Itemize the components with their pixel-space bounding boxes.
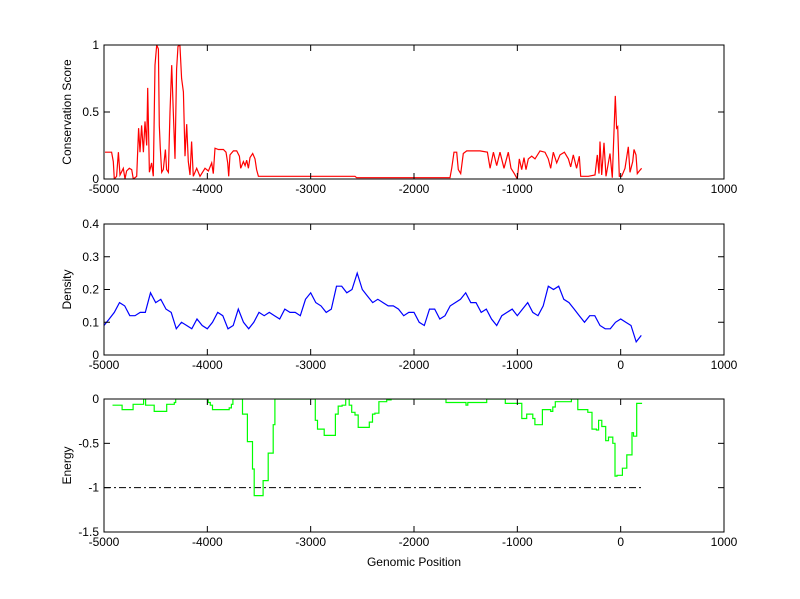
- density-y-axis-label: Density: [60, 269, 74, 309]
- conservation-axes: -5000 -4000 -3000 -2000 -1000 0 1000 0 0.5 1 Conse…: [60, 38, 738, 196]
- x-tick-label: -3000: [295, 358, 326, 372]
- x-tick-label: 1000: [711, 535, 738, 549]
- x-tick-label: -3000: [295, 535, 326, 549]
- x-tick-label: -4000: [192, 358, 223, 372]
- x-tick-label: -1000: [502, 535, 533, 549]
- y-tick-label: 1: [92, 38, 99, 52]
- conservation-series-line: [105, 45, 643, 179]
- y-tick-label: 0: [92, 392, 99, 406]
- y-tick-label: 0.1: [82, 315, 99, 329]
- x-tick-label: -4000: [192, 182, 223, 196]
- y-tick-label: -1: [88, 481, 99, 495]
- x-tick-label: -4000: [192, 535, 223, 549]
- x-tick-label: -5000: [89, 358, 120, 372]
- y-tick-label: 0.4: [82, 217, 99, 231]
- y-tick-label: 0.2: [82, 283, 99, 297]
- energy-series-line: [112, 399, 643, 497]
- energy-y-axis-label: Energy: [60, 446, 74, 484]
- density-series-line: [104, 271, 642, 344]
- energy-axes-box: [103, 398, 725, 533]
- energy-axes: -5000 -4000 -3000 -2000 -1000 0 1000 0 -0.5 -1 -1.…: [60, 392, 738, 569]
- x-tick-label: 0: [617, 358, 624, 372]
- y-tick-label: -0.5: [78, 436, 99, 450]
- x-tick-label: -1000: [502, 358, 533, 372]
- x-tick-label: -5000: [89, 535, 120, 549]
- y-tick-label: 0.3: [82, 250, 99, 264]
- x-tick-label: 0: [617, 535, 624, 549]
- x-tick-label: 1000: [711, 182, 738, 196]
- x-tick-label: 0: [617, 182, 624, 196]
- x-tick-label: 1000: [711, 358, 738, 372]
- y-tick-label: 0: [92, 172, 99, 186]
- density-axes: -5000 -4000 -3000 -2000 -1000 0 1000 0 0.1 0.2 0.3…: [60, 217, 738, 372]
- density-axes-box: [103, 223, 725, 356]
- x-axis-label: Genomic Position: [367, 555, 461, 569]
- conservation-y-axis-label: Conservation Score: [60, 59, 74, 165]
- x-tick-label: -2000: [399, 358, 430, 372]
- x-tick-label: -5000: [89, 182, 120, 196]
- y-tick-label: -1.5: [78, 525, 99, 539]
- conservation-axes-box: [103, 44, 725, 180]
- x-tick-label: -1000: [502, 182, 533, 196]
- x-tick-label: -3000: [295, 182, 326, 196]
- x-tick-label: -2000: [399, 535, 430, 549]
- y-tick-label: 0.5: [82, 105, 99, 119]
- y-tick-label: 0: [92, 348, 99, 362]
- x-tick-label: -2000: [399, 182, 430, 196]
